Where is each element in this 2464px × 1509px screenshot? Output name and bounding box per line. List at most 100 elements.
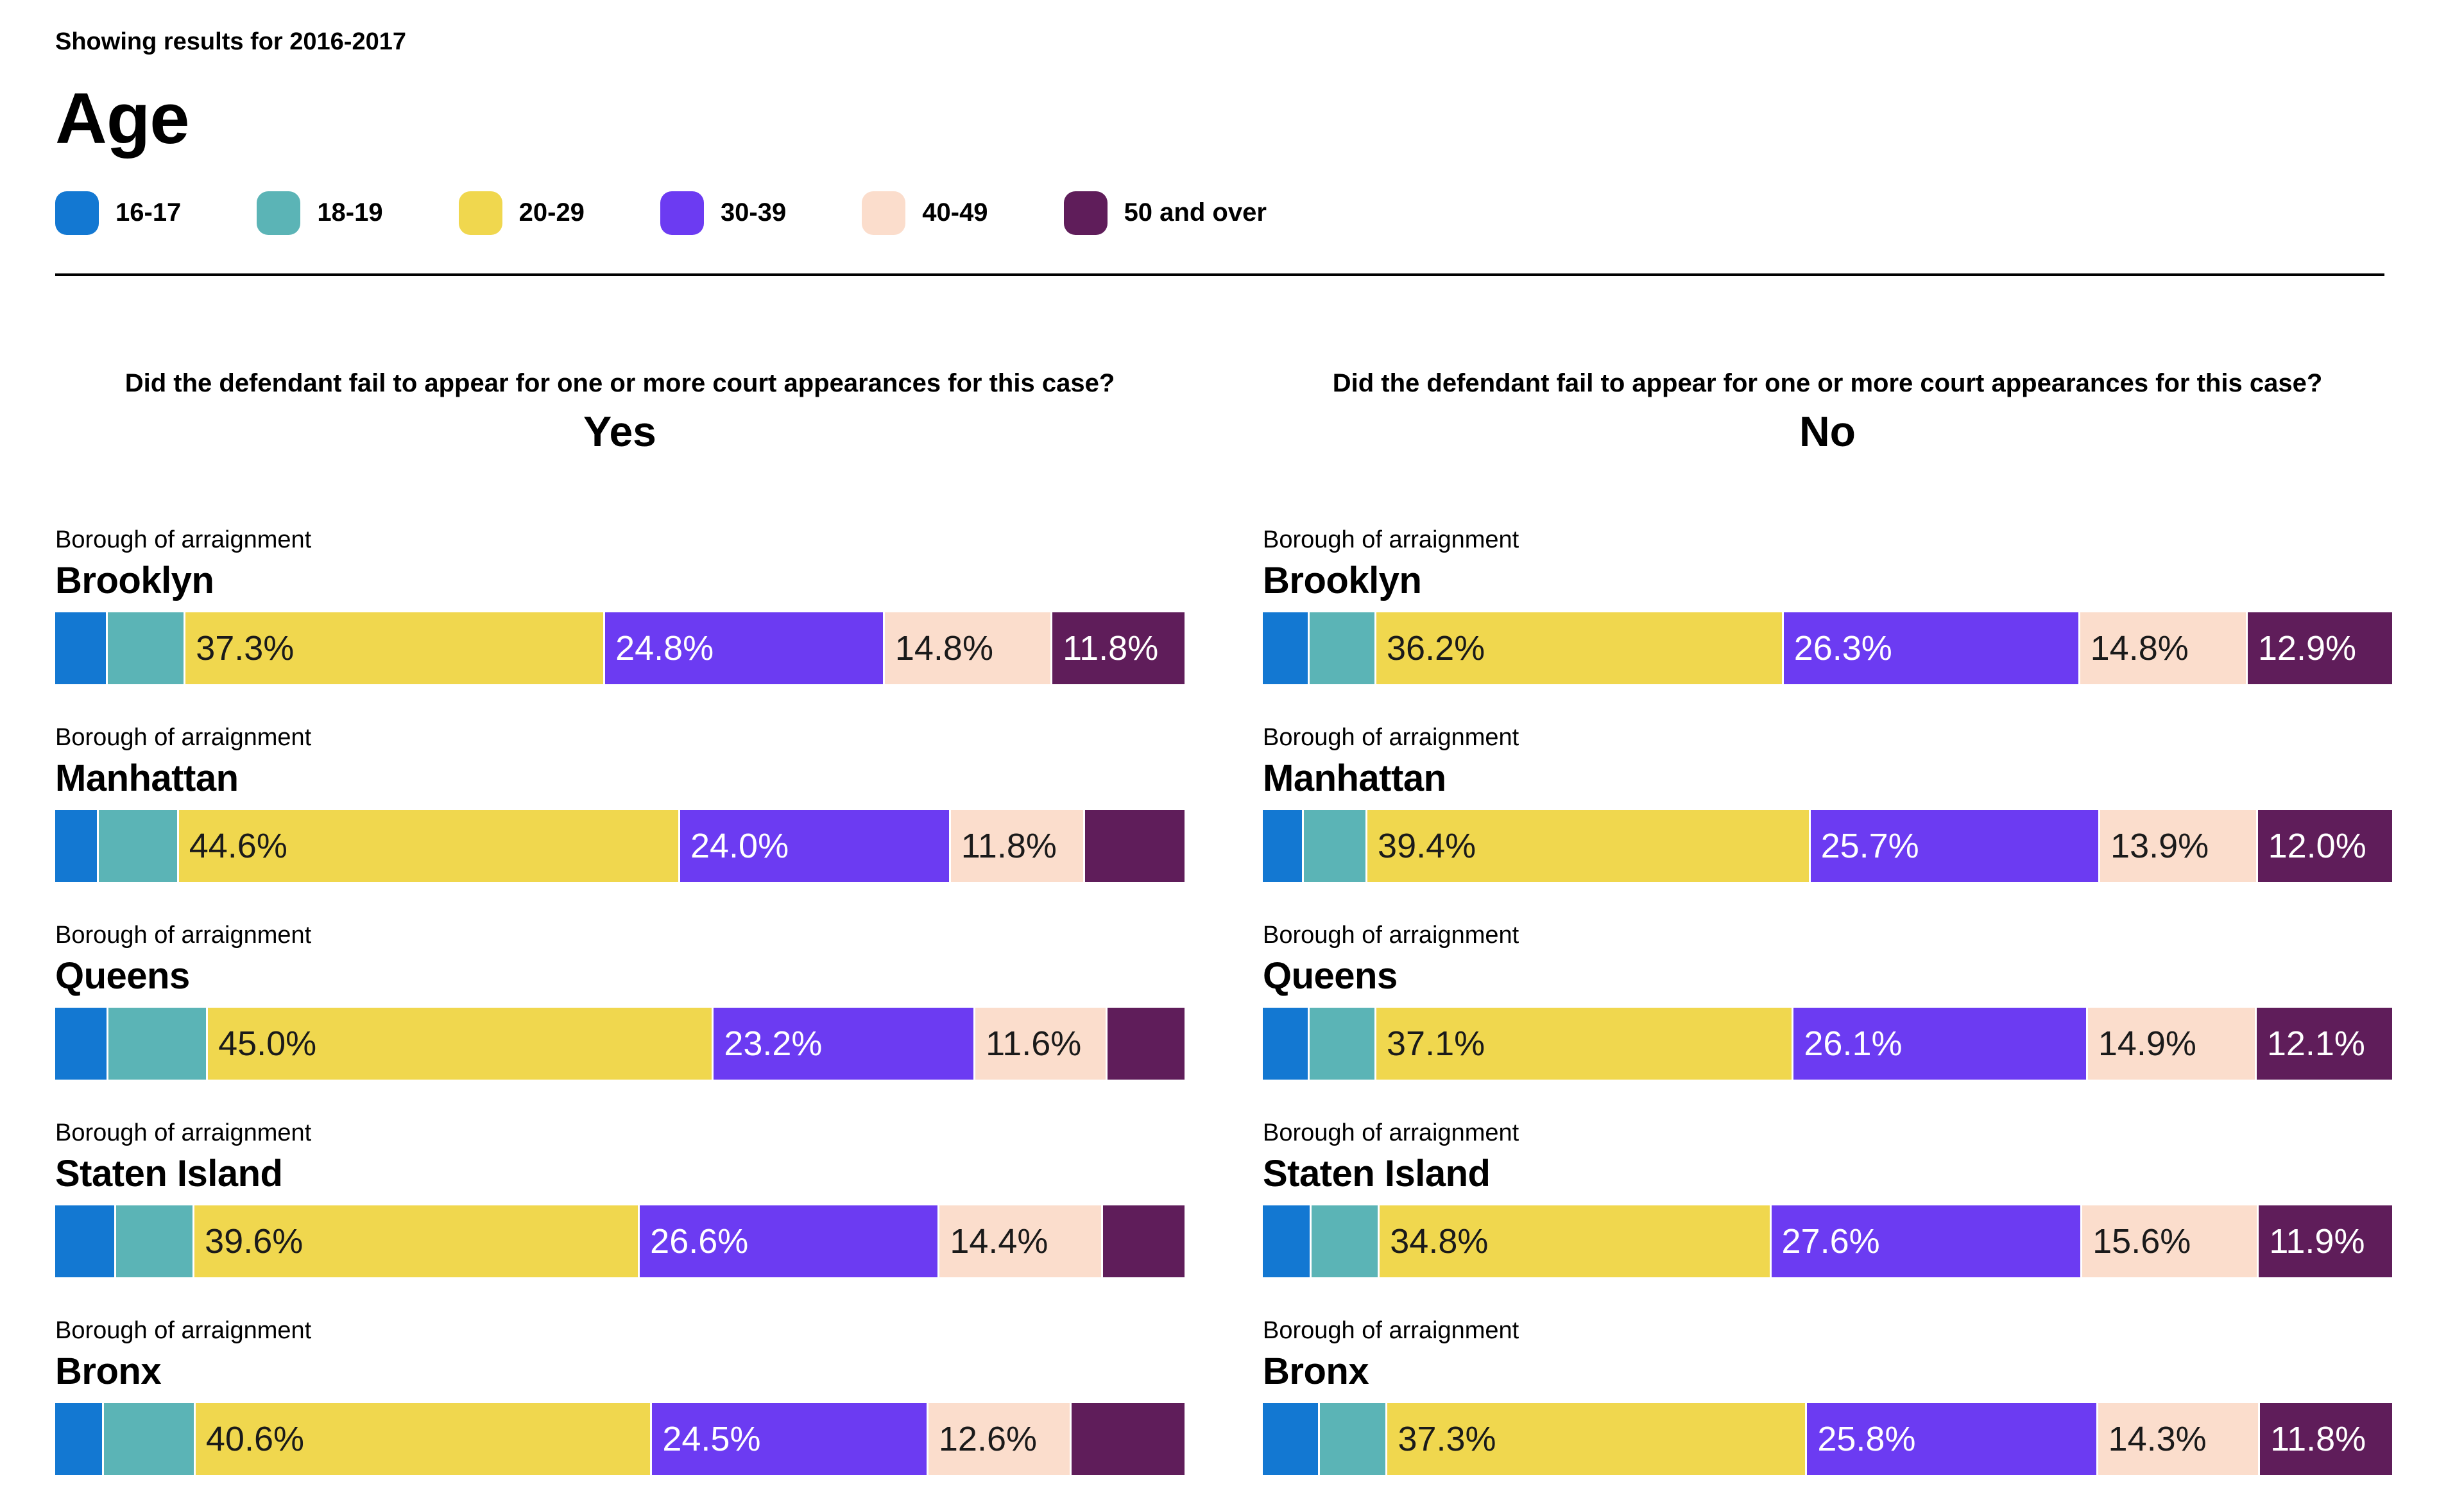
bar-segment-16-17[interactable] xyxy=(55,1007,107,1080)
bar-segment-18-19[interactable] xyxy=(107,612,184,684)
bar-segment-30-39[interactable]: 24.0% xyxy=(680,809,949,882)
bar-segment-18-19[interactable] xyxy=(104,1402,194,1475)
legend-item-18-19: 18-19 xyxy=(257,191,383,235)
bar-segment-50-and-over[interactable]: 12.9% xyxy=(2247,612,2392,684)
bar-segment-30-39[interactable]: 24.5% xyxy=(652,1402,927,1475)
bar-segment-40-49[interactable]: 11.6% xyxy=(975,1007,1106,1080)
legend-item-16-17: 16-17 xyxy=(55,191,181,235)
borough-row-manhattan: Borough of arraignment Manhattan 39.4% 25.7… xyxy=(1263,723,2393,882)
segment-value-label: 40.6% xyxy=(205,1419,305,1458)
bar-segment-20-29[interactable]: 36.2% xyxy=(1376,612,1782,684)
borough-of-arraignment-label: Borough of arraignment xyxy=(55,921,312,949)
bar-segment-40-49[interactable]: 14.9% xyxy=(2087,1007,2255,1080)
bar-segment-16-17[interactable] xyxy=(55,1205,115,1277)
bar-segment-50-and-over[interactable] xyxy=(1084,809,1185,882)
bar-segment-18-19[interactable] xyxy=(1309,1007,1374,1080)
borough-row-staten-island: Borough of arraignment Staten Island 39.6%… xyxy=(55,1119,1185,1277)
bar-segment-18-19[interactable] xyxy=(1319,1402,1386,1475)
bar-segment-40-49[interactable]: 14.8% xyxy=(2080,612,2246,684)
bar-segment-20-29[interactable]: 37.3% xyxy=(185,612,604,684)
bar-segment-40-49[interactable]: 15.6% xyxy=(2082,1205,2257,1277)
segment-value-label: 37.1% xyxy=(1387,1024,1485,1063)
stacked-bar-brooklyn: 36.2% 26.3% 14.8% 12.9% xyxy=(1263,612,2392,684)
bar-segment-16-17[interactable] xyxy=(1263,809,1303,882)
bar-segment-50-and-over[interactable]: 12.0% xyxy=(2257,809,2393,882)
bar-segment-40-49[interactable]: 14.3% xyxy=(2098,1402,2259,1475)
legend-item-label: 18-19 xyxy=(317,198,383,227)
bar-segment-50-and-over[interactable] xyxy=(1107,1007,1185,1080)
segment-value-label: 37.3% xyxy=(196,628,295,668)
borough-name: Brooklyn xyxy=(1263,559,1422,601)
bar-segment-16-17[interactable] xyxy=(55,612,106,684)
bar-segment-20-29[interactable]: 37.1% xyxy=(1376,1007,1792,1080)
bar-segment-18-19[interactable] xyxy=(1312,1205,1378,1277)
question-text: Did the defendant fail to appear for one… xyxy=(1332,368,2323,397)
answer-label-no: No xyxy=(1799,407,1856,455)
bar-segment-50-and-over[interactable] xyxy=(1102,1205,1185,1277)
borough-row-queens: Borough of arraignment Queens 37.1% 26.1% 14… xyxy=(1263,922,2392,1080)
legend-swatch-icon xyxy=(458,191,502,235)
bar-segment-20-29[interactable]: 37.3% xyxy=(1387,1402,1806,1475)
panel-no: Did the defendant fail to appear for one… xyxy=(1263,367,2393,1475)
segment-value-label: 11.6% xyxy=(986,1024,1082,1063)
borough-name: Bronx xyxy=(55,1350,162,1392)
bar-segment-40-49[interactable]: 14.4% xyxy=(939,1205,1101,1277)
bar-segment-16-17[interactable] xyxy=(1263,1205,1310,1277)
segment-value-label: 26.6% xyxy=(650,1221,749,1261)
bar-segment-50-and-over[interactable] xyxy=(1071,1402,1185,1475)
bar-segment-20-29[interactable]: 44.6% xyxy=(178,809,678,882)
bar-segment-16-17[interactable] xyxy=(1263,1007,1308,1080)
legend-swatch-icon xyxy=(1063,191,1108,235)
bar-segment-50-and-over[interactable]: 11.8% xyxy=(2260,1402,2392,1475)
bar-segment-30-39[interactable]: 25.8% xyxy=(1807,1402,2096,1475)
bar-segment-30-39[interactable]: 24.8% xyxy=(605,612,883,684)
stacked-bar-staten-island: 34.8% 27.6% 15.6% 11.9% xyxy=(1263,1205,2393,1277)
panel-yes: Did the defendant fail to appear for one… xyxy=(55,367,1185,1475)
bar-segment-30-39[interactable]: 25.7% xyxy=(1810,809,2099,882)
bar-segment-40-49[interactable]: 13.9% xyxy=(2100,809,2256,882)
bar-segment-16-17[interactable] xyxy=(1263,1402,1318,1475)
segment-value-label: 45.0% xyxy=(218,1024,317,1063)
bar-segment-40-49[interactable]: 11.8% xyxy=(950,809,1083,882)
bar-segment-20-29[interactable]: 39.6% xyxy=(194,1205,638,1277)
bar-segment-20-29[interactable]: 40.6% xyxy=(195,1402,651,1475)
borough-row-manhattan: Borough of arraignment Manhattan 44.6% 24.0… xyxy=(55,724,1185,882)
segment-value-label: 15.6% xyxy=(2092,1221,2191,1261)
segment-value-label: 11.8% xyxy=(1063,628,1159,668)
bar-segment-18-19[interactable] xyxy=(108,1007,207,1080)
bar-segment-16-17[interactable] xyxy=(55,809,97,882)
bar-segment-30-39[interactable]: 26.6% xyxy=(640,1205,938,1277)
bar-segment-18-19[interactable] xyxy=(1309,612,1374,684)
borough-name: Manhattan xyxy=(55,757,239,799)
bar-segment-30-39[interactable]: 27.6% xyxy=(1771,1205,2081,1277)
bar-segment-50-and-over[interactable]: 12.1% xyxy=(2256,1007,2392,1080)
bar-segment-18-19[interactable] xyxy=(1304,809,1366,882)
bar-segment-30-39[interactable]: 26.1% xyxy=(1793,1007,2086,1080)
bar-segment-40-49[interactable]: 14.8% xyxy=(884,612,1051,684)
bar-segment-20-29[interactable]: 39.4% xyxy=(1367,809,1809,882)
bar-segment-50-and-over[interactable]: 11.9% xyxy=(2259,1205,2393,1277)
bar-segment-18-19[interactable] xyxy=(98,809,177,882)
legend-item-40-49: 40-49 xyxy=(862,191,988,235)
bar-segment-20-29[interactable]: 45.0% xyxy=(208,1007,712,1080)
stacked-bar-manhattan: 44.6% 24.0% 11.8% xyxy=(55,809,1185,882)
page-title: Age xyxy=(55,78,190,159)
segment-value-label: 14.8% xyxy=(2090,628,2189,668)
question-text: Did the defendant fail to appear for one… xyxy=(124,368,1115,397)
bar-segment-16-17[interactable] xyxy=(1263,612,1308,684)
segment-value-label: 26.1% xyxy=(1804,1024,1903,1063)
bar-segment-16-17[interactable] xyxy=(55,1402,103,1475)
borough-name: Queens xyxy=(55,954,190,997)
borough-of-arraignment-label: Borough of arraignment xyxy=(55,1119,312,1146)
bar-segment-30-39[interactable]: 26.3% xyxy=(1783,612,2078,684)
segment-value-label: 14.3% xyxy=(2108,1419,2207,1458)
segment-value-label: 13.9% xyxy=(2110,826,2209,865)
borough-of-arraignment-label: Borough of arraignment xyxy=(1263,723,1519,751)
bar-segment-30-39[interactable]: 23.2% xyxy=(714,1007,974,1080)
bar-segment-18-19[interactable] xyxy=(116,1205,193,1277)
bar-segment-50-and-over[interactable]: 11.8% xyxy=(1052,612,1185,684)
borough-of-arraignment-label: Borough of arraignment xyxy=(1263,1119,1519,1146)
bar-segment-40-49[interactable]: 12.6% xyxy=(928,1402,1070,1475)
bar-segment-20-29[interactable]: 34.8% xyxy=(1380,1205,1770,1277)
segment-value-label: 27.6% xyxy=(1781,1221,1880,1261)
